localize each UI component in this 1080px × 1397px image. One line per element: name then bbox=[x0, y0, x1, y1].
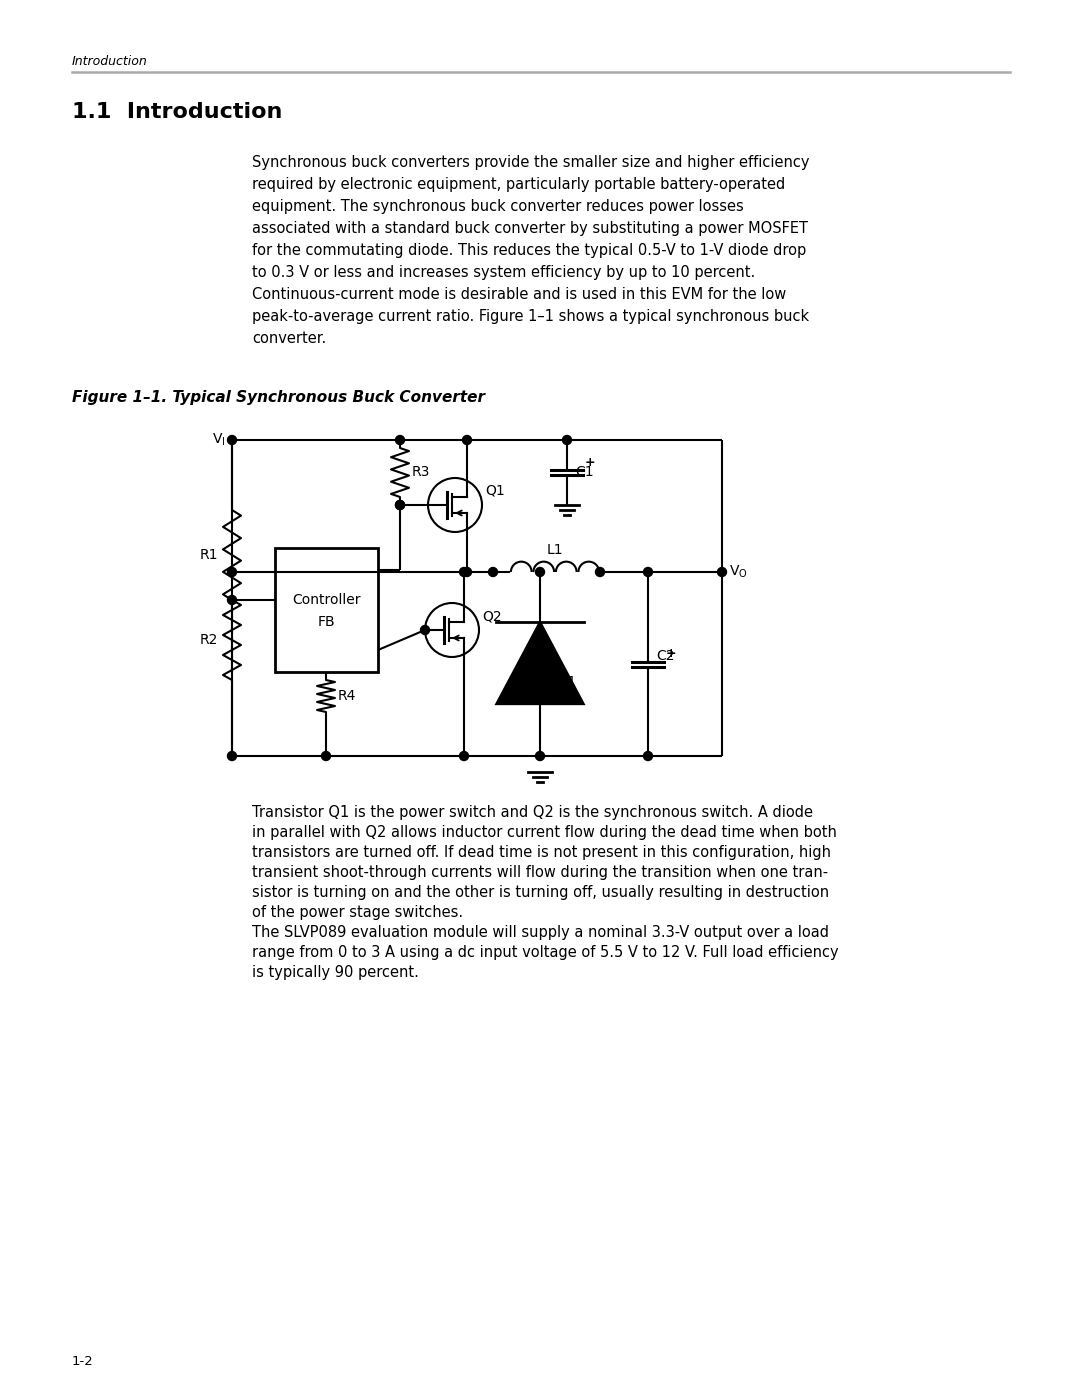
Text: equipment. The synchronous buck converter reduces power losses: equipment. The synchronous buck converte… bbox=[252, 198, 744, 214]
Text: FB: FB bbox=[318, 615, 335, 629]
Circle shape bbox=[395, 500, 405, 510]
Text: for the commutating diode. This reduces the typical 0.5-V to 1-V diode drop: for the commutating diode. This reduces … bbox=[252, 243, 807, 258]
Polygon shape bbox=[496, 622, 584, 704]
Text: 1-2: 1-2 bbox=[72, 1355, 94, 1368]
Text: R2: R2 bbox=[200, 633, 218, 647]
Text: L1: L1 bbox=[546, 543, 564, 557]
Circle shape bbox=[563, 436, 571, 444]
Circle shape bbox=[228, 595, 237, 605]
Text: Synchronous buck converters provide the smaller size and higher efficiency: Synchronous buck converters provide the … bbox=[252, 155, 810, 170]
Circle shape bbox=[536, 567, 544, 577]
Circle shape bbox=[395, 500, 405, 510]
Circle shape bbox=[459, 752, 469, 760]
Text: required by electronic equipment, particularly portable battery-operated: required by electronic equipment, partic… bbox=[252, 177, 785, 191]
Bar bbox=[275, 548, 378, 672]
Text: peak-to-average current ratio. Figure 1–1 shows a typical synchronous buck: peak-to-average current ratio. Figure 1–… bbox=[252, 309, 809, 324]
Text: CR1: CR1 bbox=[548, 675, 577, 689]
Text: +: + bbox=[666, 647, 677, 659]
Circle shape bbox=[595, 567, 605, 577]
Text: converter.: converter. bbox=[252, 331, 326, 346]
Circle shape bbox=[717, 567, 727, 577]
Circle shape bbox=[644, 567, 652, 577]
Text: Q2: Q2 bbox=[482, 609, 501, 623]
Circle shape bbox=[536, 752, 544, 760]
Text: in parallel with Q2 allows inductor current flow during the dead time when both: in parallel with Q2 allows inductor curr… bbox=[252, 826, 837, 840]
Text: Q1: Q1 bbox=[485, 483, 504, 497]
Circle shape bbox=[420, 626, 430, 634]
Text: 1.1  Introduction: 1.1 Introduction bbox=[72, 102, 282, 122]
Circle shape bbox=[322, 752, 330, 760]
Text: C2: C2 bbox=[656, 650, 675, 664]
Text: The SLVP089 evaluation module will supply a nominal 3.3-V output over a load: The SLVP089 evaluation module will suppl… bbox=[252, 925, 829, 940]
Text: is typically 90 percent.: is typically 90 percent. bbox=[252, 965, 419, 981]
Text: of the power stage switches.: of the power stage switches. bbox=[252, 905, 463, 921]
Text: range from 0 to 3 A using a dc input voltage of 5.5 V to 12 V. Full load efficie: range from 0 to 3 A using a dc input vol… bbox=[252, 944, 839, 960]
Text: R4: R4 bbox=[338, 689, 356, 703]
Text: V$_\mathregular{O}$: V$_\mathregular{O}$ bbox=[729, 564, 747, 580]
Text: +: + bbox=[585, 455, 596, 468]
Circle shape bbox=[395, 436, 405, 444]
Circle shape bbox=[488, 567, 498, 577]
Circle shape bbox=[228, 436, 237, 444]
Text: transient shoot-through currents will flow during the transition when one tran-: transient shoot-through currents will fl… bbox=[252, 865, 828, 880]
Text: Controller: Controller bbox=[293, 592, 361, 608]
Text: transistors are turned off. If dead time is not present in this configuration, h: transistors are turned off. If dead time… bbox=[252, 845, 831, 861]
Text: Figure 1–1. Typical Synchronous Buck Converter: Figure 1–1. Typical Synchronous Buck Con… bbox=[72, 390, 485, 405]
Circle shape bbox=[459, 567, 469, 577]
Text: R1: R1 bbox=[200, 548, 218, 562]
Text: C1: C1 bbox=[575, 465, 594, 479]
Text: to 0.3 V or less and increases system efficiency by up to 10 percent.: to 0.3 V or less and increases system ef… bbox=[252, 265, 755, 279]
Text: sistor is turning on and the other is turning off, usually resulting in destruct: sistor is turning on and the other is tu… bbox=[252, 886, 829, 900]
Text: R3: R3 bbox=[411, 465, 430, 479]
Text: Introduction: Introduction bbox=[72, 54, 148, 68]
Circle shape bbox=[462, 436, 472, 444]
Text: V$_\mathregular{I}$: V$_\mathregular{I}$ bbox=[213, 432, 226, 448]
Text: associated with a standard buck converter by substituting a power MOSFET: associated with a standard buck converte… bbox=[252, 221, 808, 236]
Circle shape bbox=[228, 752, 237, 760]
Circle shape bbox=[644, 752, 652, 760]
Text: Transistor Q1 is the power switch and Q2 is the synchronous switch. A diode: Transistor Q1 is the power switch and Q2… bbox=[252, 805, 813, 820]
Text: Continuous-current mode is desirable and is used in this EVM for the low: Continuous-current mode is desirable and… bbox=[252, 286, 786, 302]
Circle shape bbox=[228, 567, 237, 577]
Circle shape bbox=[462, 567, 472, 577]
